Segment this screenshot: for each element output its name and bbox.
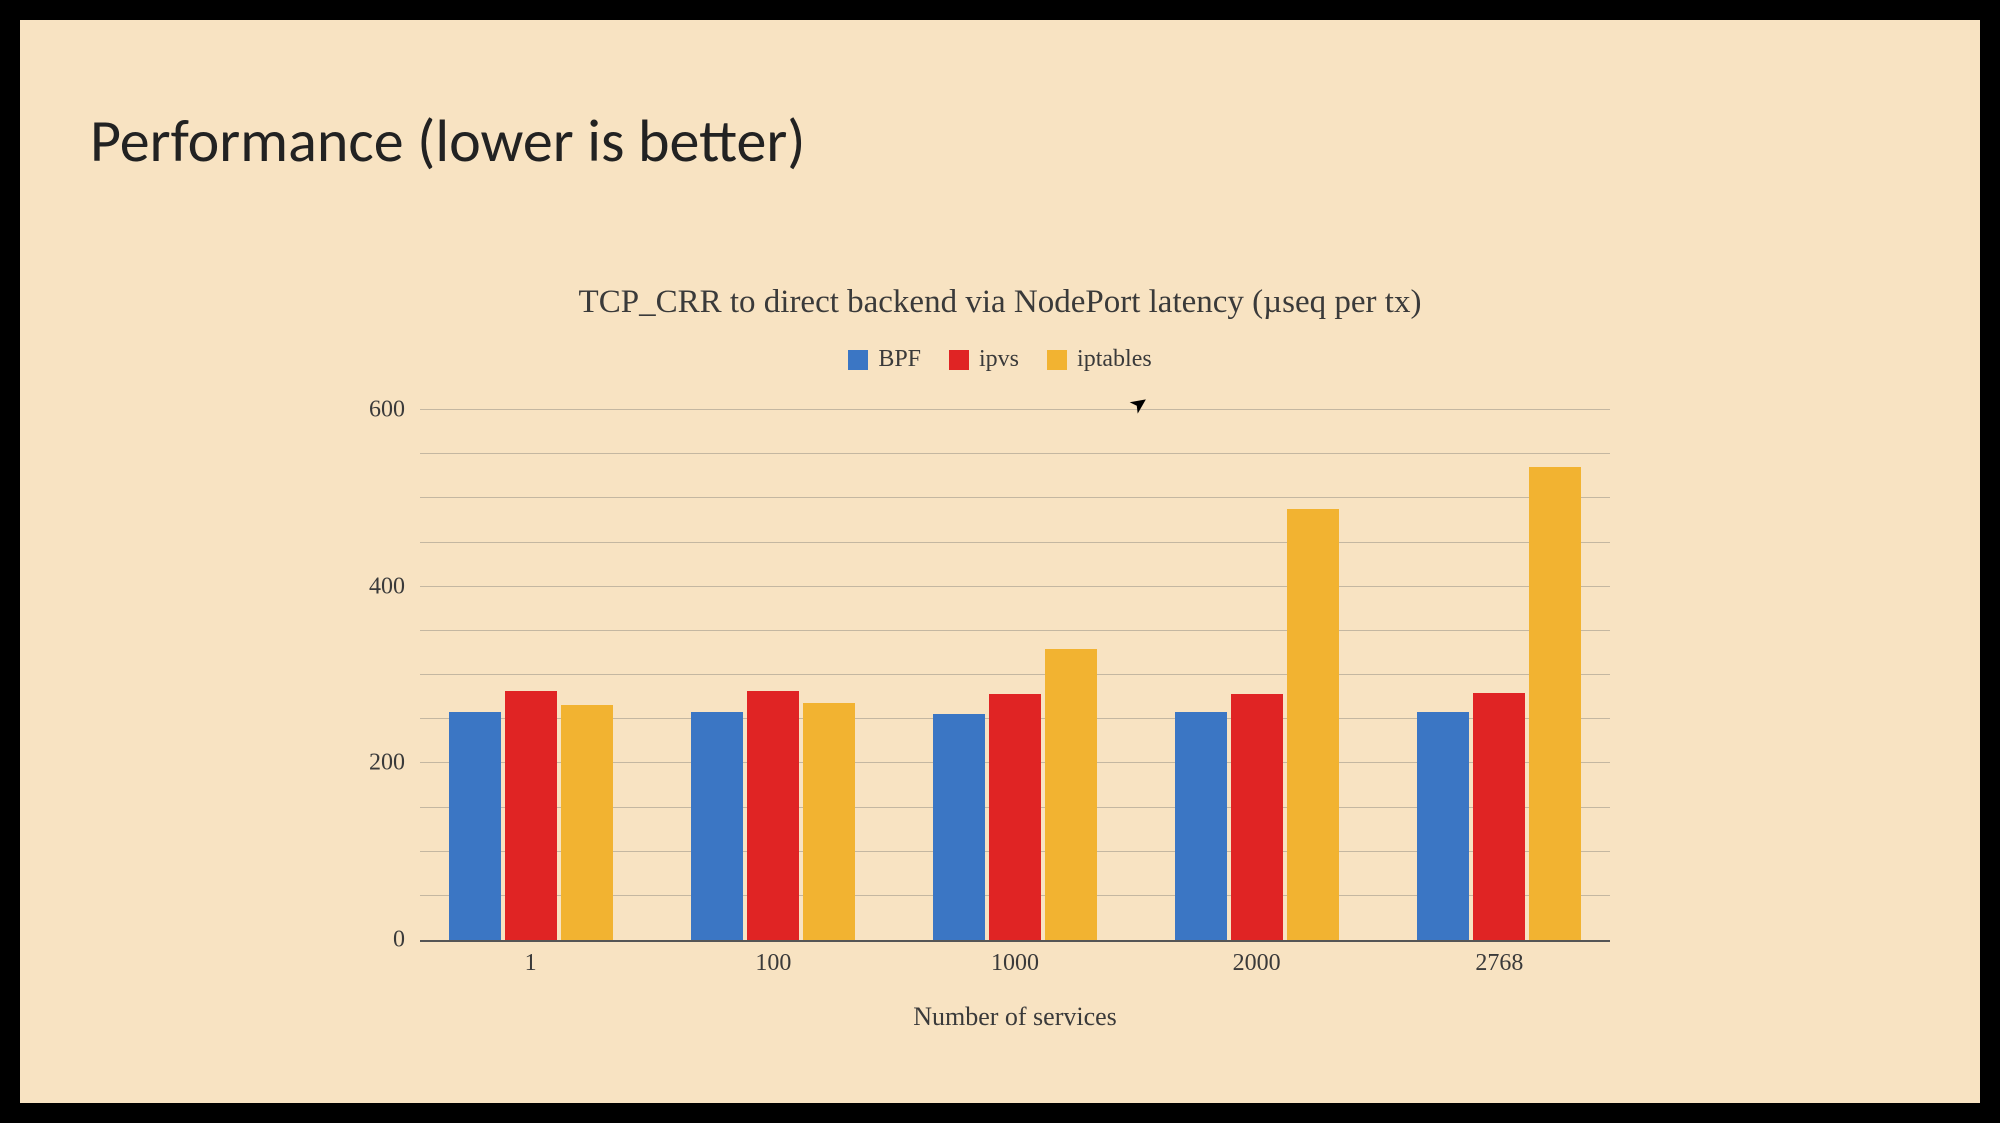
bar — [449, 712, 501, 940]
bar — [1287, 509, 1339, 940]
page-title: Performance (lower is better) — [90, 105, 805, 178]
bar — [1045, 649, 1097, 941]
bar — [1417, 712, 1469, 940]
bar — [691, 712, 743, 940]
legend-item: ipvs — [949, 346, 1019, 373]
legend-item: BPF — [848, 346, 921, 373]
y-tick-label: 400 — [325, 573, 405, 600]
y-tick-label: 200 — [325, 750, 405, 777]
x-tick-label: 100 — [755, 950, 791, 977]
bar — [1175, 712, 1227, 940]
y-tick-label: 600 — [325, 397, 405, 424]
legend-label: iptables — [1077, 346, 1152, 373]
x-tick-label: 1000 — [991, 950, 1039, 977]
x-tick-label: 2768 — [1475, 950, 1523, 977]
slide: Performance (lower is better) TCP_CRR to… — [20, 20, 1980, 1103]
bar — [933, 714, 985, 940]
gridline — [420, 674, 1610, 675]
legend-item: iptables — [1047, 346, 1152, 373]
legend-label: ipvs — [979, 346, 1019, 373]
gridline — [420, 630, 1610, 631]
bar — [989, 694, 1041, 940]
legend-swatch — [848, 350, 868, 370]
bar — [1231, 694, 1283, 940]
x-axis-label: Number of services — [420, 1002, 1610, 1032]
y-tick-label: 0 — [325, 927, 405, 954]
chart-plot-area: Number of services 020040060011001000200… — [420, 410, 1610, 942]
gridline — [420, 453, 1610, 454]
bar — [505, 691, 557, 940]
chart-title: TCP_CRR to direct backend via NodePort l… — [20, 284, 1980, 321]
gridline — [420, 409, 1610, 410]
legend-label: BPF — [878, 346, 921, 373]
gridline — [420, 542, 1610, 543]
gridline — [420, 497, 1610, 498]
x-tick-label: 1 — [525, 950, 537, 977]
bar — [1529, 467, 1581, 940]
bar — [803, 703, 855, 940]
bar — [561, 705, 613, 940]
legend-swatch — [949, 350, 969, 370]
gridline — [420, 586, 1610, 587]
legend-swatch — [1047, 350, 1067, 370]
legend: BPF ipvs iptables — [20, 346, 1980, 377]
bar — [1473, 693, 1525, 940]
bar — [747, 691, 799, 940]
x-tick-label: 2000 — [1233, 950, 1281, 977]
